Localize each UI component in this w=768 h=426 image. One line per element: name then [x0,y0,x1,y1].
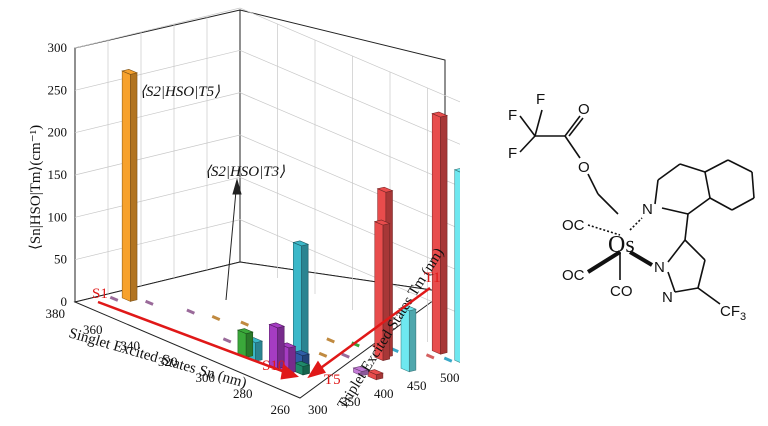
bar-face-side [245,331,254,358]
bar [292,240,310,361]
s10-label: S10 [262,358,285,374]
bar-face-top [292,240,310,247]
bar-face-top [367,369,384,375]
z-tick-label: 100 [48,209,68,224]
x-tick-label: 320 [158,354,178,369]
z-tick-label: 0 [61,294,68,309]
floor-mark [222,337,232,344]
annotation-s2-t3: ⟨S2|HSO|T3⟩ [205,164,285,180]
floor-mark [443,356,453,363]
bar-face-top [236,328,254,334]
triplet-arrow-head [307,360,326,379]
bar-face-top [268,322,286,329]
bar-face-front [431,113,441,355]
bar-face-top [293,361,311,367]
z-tick-label: 150 [48,167,68,182]
tick-labels: 0 50 100 150 200 250 300 380 360 340 320 300 280 260 3… [46,40,460,417]
atom-f2: F [508,145,517,162]
atom-f3: F [536,91,545,108]
y-tick-label: 500 [440,370,460,385]
floor-mark [186,308,195,315]
singlet-arrow-head [280,363,299,380]
s1-label: S1 [92,286,108,302]
floor-mark [326,337,335,344]
floor-mark [318,351,328,358]
atom-cf3: CF3 [720,303,746,320]
z-axis-title: ⟨Sn|HSO|Tm⟩(cm⁻¹) [28,125,44,250]
floor-mark [425,353,435,360]
bar [431,111,449,355]
bar-face-side [130,72,138,302]
bar-face-top [453,168,460,173]
x-tick-label: 340 [121,338,141,353]
bar-face-side [408,308,417,373]
x-tick-label: 380 [46,306,66,321]
cf3-main: CF [720,303,740,320]
atom-o2: O [578,159,590,176]
bar [236,328,254,358]
floor-mark [211,315,221,321]
bar-face-front [292,241,302,361]
floor-mark [341,352,350,359]
atom-os: Os [608,232,635,258]
bar-face-side [440,115,448,355]
bar [453,168,460,363]
floor-mark [144,299,154,306]
x-tick-label: 300 [196,370,216,385]
back-wall-left [74,9,241,303]
z-tick-label: 200 [48,125,68,140]
atom-f1: F [508,107,517,124]
y-tick-label: 350 [341,394,361,409]
bar-face-top [352,366,370,372]
t1-label: T1 [424,270,441,286]
bar-face-top [121,69,138,75]
z-tick-label: 250 [48,82,68,97]
annotation-arrow [225,178,242,301]
bar-face-front [121,70,131,302]
floor-mark [109,295,119,302]
chart-3d-bar: 0 50 100 150 200 250 300 380 360 340 320 300 280 260 3… [28,7,460,417]
bar [400,305,417,373]
bar-face-front [237,329,247,358]
bar-face-top [293,350,311,356]
bar [373,219,391,362]
atom-oc1: OC [562,217,585,234]
atom-oc2: OC [562,267,585,284]
atom-co: CO [610,283,633,300]
atom-n-isoquinoline: N [642,201,653,218]
bar-face-front [454,169,460,363]
triplet-arrow-line [317,286,431,372]
bar [367,369,384,381]
singlet-arrow-line [97,300,291,376]
y-tick-label: 300 [308,402,328,417]
x-tick-label: 280 [233,386,253,401]
y-tick-label: 400 [374,386,394,401]
atom-n-pyrazole-2: N [662,289,673,306]
bar [121,69,138,302]
molecule-bonds [519,109,755,305]
state-axis-arrows [97,286,431,380]
bar-face-top [431,111,449,118]
bar [352,366,370,377]
bar-face-top [373,219,391,226]
floor-mark [240,320,249,327]
bars [121,69,460,381]
cf3-subscript: 3 [740,311,746,320]
molecule-structure: F F F O O OC OC CO Os N N N CF3 [508,91,755,320]
z-tick-label: 300 [48,40,68,55]
x-tick-label: 260 [271,402,291,417]
atom-o1: O [578,101,590,118]
bar-face-side [301,243,309,361]
bar [268,322,286,370]
x-tick-label: 360 [83,322,103,337]
atom-n-pyrazole-1: N [654,259,665,276]
y-tick-label: 450 [407,378,427,393]
t5-label: T5 [324,372,341,388]
annotation-s2-t5: ⟨S2|HSO|T5⟩ [140,84,220,100]
back-wall-right [239,9,446,293]
z-tick-label: 50 [54,252,67,267]
bar-face-top [376,186,394,193]
